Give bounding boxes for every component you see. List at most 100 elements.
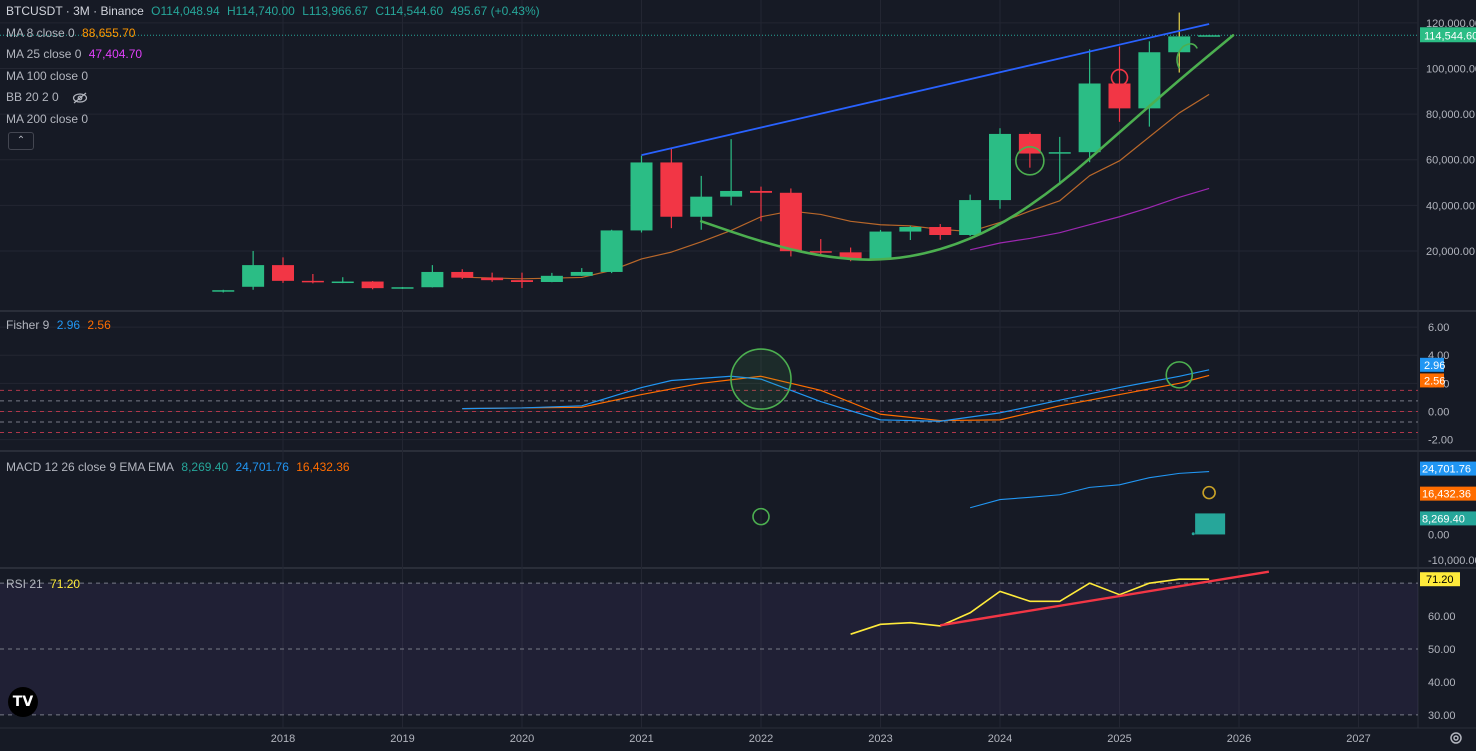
y-tick-label: 0.00 (1428, 406, 1449, 418)
x-tick-label: 2024 (988, 733, 1012, 745)
rsi-value: 71.20 (50, 577, 81, 591)
chevron-up-icon: ⌃ (16, 135, 26, 146)
y-tick-label: 60,000.00 (1426, 155, 1475, 167)
ma25-line (969, 187, 1210, 251)
fisher-value: 2.96 (56, 318, 81, 332)
macd-hist-value: 8,269.40 (181, 460, 229, 474)
ohlc-change: 495.67 (+0.43%) (450, 4, 540, 18)
candle-body (212, 290, 235, 292)
candle-body (540, 275, 563, 282)
x-tick-label: 2021 (629, 733, 653, 745)
candle-body (1168, 36, 1191, 53)
y-tick-label: 6.00 (1428, 322, 1449, 334)
annotation-circle (1110, 68, 1129, 87)
candle-body (899, 227, 922, 232)
ohlc-low: L113,966.67 (302, 4, 369, 18)
y-tick-label: 80,000.00 (1426, 109, 1475, 121)
last-price-label: 114,544.60 (1424, 30, 1476, 42)
y-tick-label: 0.00 (1428, 529, 1449, 541)
legend-bb[interactable]: BB 20 2 0 (6, 89, 88, 105)
ma8-label: MA 8 close 0 (6, 26, 75, 40)
y-tick-label: 60.00 (1428, 611, 1456, 623)
symbol-title[interactable]: BTCUSDT · 3M · Binance (6, 4, 144, 18)
candle-body (361, 281, 384, 289)
cup-curve-drawing (699, 34, 1235, 261)
ma25-value: 47,404.70 (88, 47, 143, 61)
x-tick-label: 2020 (510, 733, 534, 745)
y-tick-label: -10,000.00 (1428, 555, 1476, 567)
annotation-circle (1165, 361, 1194, 389)
legend-collapse-button[interactable]: ⌃ (8, 132, 34, 150)
candle-body (929, 227, 952, 235)
tradingview-logo-icon[interactable]: TV (8, 687, 38, 717)
rsi-value-label: 71.20 (1426, 574, 1454, 586)
rsi-label: RSI 21 (6, 577, 43, 591)
macd-value: 24,701.76 (235, 460, 289, 474)
macd-label: MACD 12 26 close 9 EMA EMA (6, 460, 175, 474)
ohlc-open: O114,048.94 (151, 4, 220, 18)
rsi-line (850, 578, 1210, 635)
x-tick-label: 2018 (271, 733, 295, 745)
candle-body (451, 271, 474, 278)
macd-value-badge (1420, 461, 1476, 476)
bb-label: BB 20 2 0 (6, 90, 59, 104)
candle-body (600, 230, 623, 272)
candle-body (481, 277, 504, 281)
candle-body (272, 265, 294, 281)
legend-ma200[interactable]: MA 200 close 0 (6, 111, 92, 127)
candle-body (1078, 83, 1101, 153)
y-tick-label: -2.00 (1428, 435, 1453, 447)
legend-ma100[interactable]: MA 100 close 0 (6, 68, 92, 84)
candle-body (242, 265, 265, 287)
candle-body (421, 271, 444, 288)
candle-body (989, 133, 1011, 201)
pane-background (0, 313, 1418, 448)
candle-body (1018, 133, 1041, 154)
pane-background (0, 570, 1418, 728)
rsi-band-background (0, 583, 1418, 715)
candle-body (809, 251, 832, 253)
candle-body (570, 271, 593, 276)
legend-ma25[interactable]: MA 25 close 0 47,404.70 (6, 46, 146, 62)
fisher-value-badge (1420, 373, 1444, 388)
fisher-trigger-line (462, 374, 1210, 422)
pane-background (0, 453, 1418, 565)
annotation-circle (752, 507, 770, 526)
legend-macd[interactable]: MACD 12 26 close 9 EMA EMA 8,269.40 24,7… (6, 459, 354, 475)
candle-body (959, 200, 982, 235)
candle-body (1138, 52, 1161, 109)
settings-gear-icon[interactable] (1447, 729, 1465, 747)
x-tick-label: 2025 (1107, 733, 1131, 745)
rsi-value-badge (1420, 572, 1460, 587)
fisher-value-label: 2.56 (1424, 375, 1445, 387)
annotation-circle (1202, 485, 1216, 500)
annotation-hook (1176, 43, 1198, 69)
x-tick-label: 2027 (1346, 733, 1370, 745)
macd-line (969, 471, 1210, 509)
legend-rsi[interactable]: RSI 21 71.20 (6, 576, 84, 592)
x-tick-label: 2022 (749, 733, 773, 745)
macd-value-badge (1420, 486, 1476, 501)
candle-body (630, 162, 653, 231)
y-tick-label: 40.00 (1428, 677, 1456, 689)
candle-body (391, 287, 414, 289)
candle-body (779, 192, 802, 252)
y-tick-label: 20,000.00 (1426, 246, 1475, 258)
annotation-circle (1015, 146, 1045, 176)
ma200-label: MA 200 close 0 (6, 112, 89, 126)
fisher-label: Fisher 9 (6, 318, 50, 332)
legend-fisher[interactable]: Fisher 9 2.96 2.56 (6, 317, 115, 333)
y-tick-label: 30.00 (1428, 710, 1456, 722)
legend-ma8[interactable]: MA 8 close 0 88,655.70 (6, 25, 139, 41)
candle-body (720, 190, 743, 197)
eye-off-icon[interactable] (72, 92, 88, 104)
y-tick-label: 100,000.00 (1426, 63, 1476, 75)
ohlc-close: C114,544.60 (375, 4, 444, 18)
candle-body (750, 190, 772, 193)
last-price-badge (1420, 27, 1476, 43)
candle-body (331, 281, 354, 284)
candle-body (511, 280, 533, 282)
x-tick-label: 2019 (390, 733, 414, 745)
fisher-value-label: 2.96 (1424, 360, 1445, 372)
